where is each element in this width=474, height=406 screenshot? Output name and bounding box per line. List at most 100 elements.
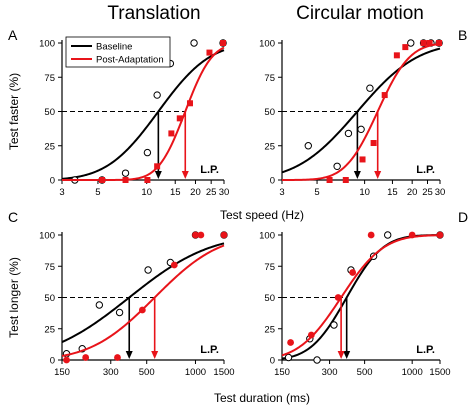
data-point (197, 231, 205, 239)
x-tick-label: 15 (387, 187, 398, 198)
data-point (334, 294, 342, 301)
x-tick-label: 10 (359, 187, 370, 198)
fit-curve (281, 234, 441, 357)
pse-arrow-head (154, 171, 162, 179)
top-x-axis-label: Test speed (Hz) (220, 208, 304, 222)
x-tick-label: 15 (170, 187, 181, 198)
y-tick-label: 75 (264, 262, 275, 273)
y-tick-label: 25 (44, 141, 55, 152)
data-point (357, 125, 365, 134)
data-point (99, 177, 106, 183)
x-tick-label: 20 (190, 187, 201, 198)
y-tick-label: 50 (264, 107, 275, 118)
data-point (326, 177, 333, 183)
series-post-adaptation (281, 231, 444, 359)
fit-curve (61, 242, 225, 343)
series-baseline (61, 231, 228, 359)
y-axis-label: Test faster (%) (7, 73, 21, 150)
bottom-x-axis-label: Test duration (ms) (214, 391, 310, 405)
legend: Baseline Post-Adaptation (65, 36, 171, 68)
data-point (63, 356, 70, 364)
x-tick-label: 150 (274, 367, 290, 378)
fit-curve (61, 49, 225, 180)
pse-arrow-head (151, 351, 159, 359)
y-tick-label: 75 (44, 262, 55, 273)
y-tick-label: 25 (264, 141, 275, 152)
x-tick-label: 500 (357, 367, 373, 378)
data-point (192, 231, 199, 239)
data-point (330, 321, 338, 329)
y-tick-label: 100 (39, 39, 55, 50)
data-point (333, 162, 341, 171)
x-tick-label: 300 (103, 367, 119, 378)
x-tick-label: 3 (59, 187, 64, 198)
data-point (420, 40, 427, 46)
x-tick-label: 3 (279, 187, 284, 198)
data-point (284, 353, 293, 362)
data-point (121, 169, 130, 177)
x-tick-label: 300 (322, 367, 338, 378)
pse-arrow-head (374, 171, 382, 179)
data-point (436, 231, 444, 239)
y-tick-label: 25 (44, 324, 55, 335)
fit-curve (61, 244, 225, 357)
fit-curve (281, 47, 441, 174)
x-tick-label: 25 (206, 187, 217, 198)
data-point (220, 231, 228, 239)
data-point (114, 354, 121, 361)
panel-letter: B (458, 27, 467, 43)
x-tick-label: 1500 (213, 367, 234, 378)
y-tick-label: 100 (259, 39, 275, 50)
panel-d: D 0 25 50 75 100 150 300 500 1000 1500 L.P. (259, 209, 468, 378)
y-tick-label: 75 (264, 73, 275, 84)
series-post-adaptation (62, 40, 227, 183)
series-post-adaptation (282, 40, 443, 183)
subject-annotation: L.P. (200, 344, 219, 356)
x-tick-label: 20 (407, 187, 418, 198)
data-point (138, 306, 146, 314)
data-point (82, 354, 90, 361)
y-tick-label: 100 (259, 231, 275, 242)
data-point (426, 40, 433, 46)
x-tick-label: 150 (54, 367, 70, 378)
legend-label-baseline: Baseline (96, 42, 132, 53)
x-tick-label: 30 (435, 187, 446, 198)
fit-curve (62, 46, 225, 181)
fit-curve (281, 234, 441, 360)
data-point (384, 231, 392, 239)
pse-arrow-head (343, 351, 351, 359)
column-title-circular-motion: Circular motion (296, 3, 424, 24)
data-point (402, 44, 409, 51)
data-point (313, 356, 321, 364)
x-tick-label: 5 (95, 187, 100, 198)
data-point (304, 142, 312, 150)
data-point (381, 92, 388, 99)
data-point (144, 177, 151, 183)
data-point (407, 39, 415, 47)
pse-arrow-head (125, 351, 133, 359)
y-tick-label: 100 (39, 231, 55, 242)
column-title-translation: Translation (107, 3, 200, 24)
data-point (436, 40, 443, 46)
pse-arrow-head (181, 171, 189, 179)
y-tick-label: 75 (44, 73, 55, 84)
x-tick-label: 1500 (429, 367, 450, 378)
data-point (144, 266, 152, 274)
subject-annotation: L.P. (416, 344, 435, 356)
data-point (370, 140, 377, 147)
x-tick-label: 500 (139, 367, 155, 378)
data-point (143, 148, 152, 157)
y-tick-label: 0 (270, 356, 275, 367)
x-tick-label: 25 (422, 187, 433, 198)
data-point (186, 100, 193, 107)
pse-arrow-head (353, 171, 361, 179)
data-point (344, 129, 353, 138)
data-point (170, 261, 178, 269)
data-point (287, 339, 294, 346)
data-point (366, 84, 374, 92)
data-point (168, 130, 175, 137)
x-tick-label: 5 (314, 187, 319, 198)
